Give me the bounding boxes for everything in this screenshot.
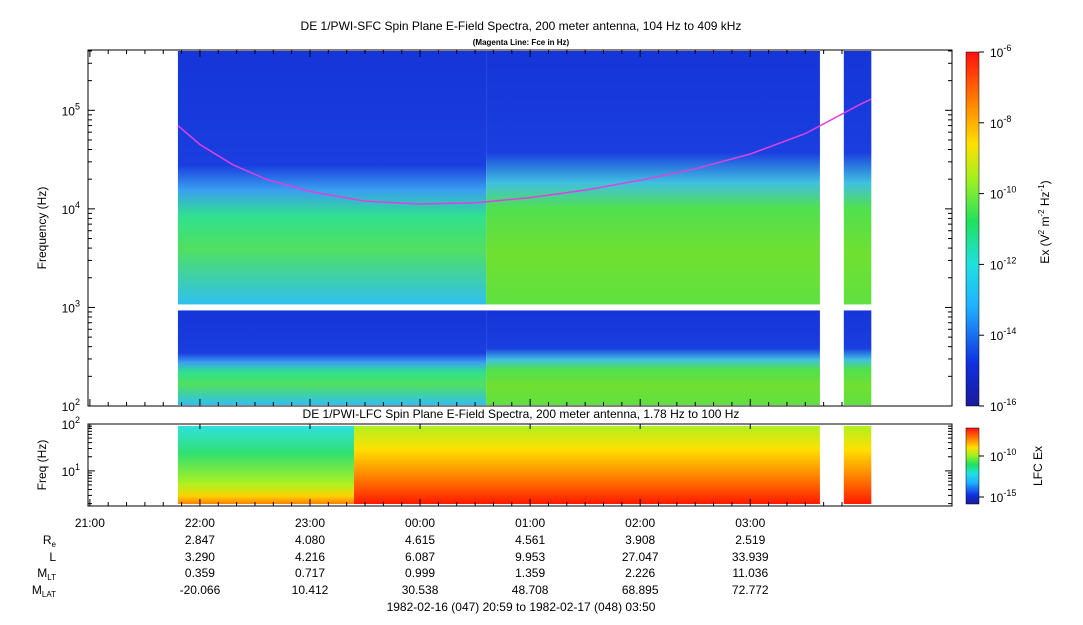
sfc-spectrum-block	[843, 51, 872, 305]
lfc-spectrum-block	[177, 426, 355, 504]
sfc-spectrum-block	[177, 51, 487, 305]
lfc-y-axis: 101 102	[62, 415, 952, 505]
ephemeris-value: 33.939	[732, 550, 769, 564]
lfc-spectrogram-image	[177, 426, 872, 504]
sfc-y-tick-label: 105	[62, 101, 80, 118]
fce-line	[177, 98, 872, 205]
ephemeris-value: 1.359	[515, 566, 545, 580]
lfc-spectrogram-panel: 101 102 Freq (Hz)	[35, 415, 953, 507]
ephemeris-row-label: Re	[43, 533, 57, 549]
time-tick-label: 21:00	[75, 516, 105, 530]
ephemeris-value: 48.708	[512, 583, 549, 597]
ephemeris-value: 3.908	[625, 533, 655, 547]
time-tick-label: 01:00	[515, 516, 545, 530]
ephemeris-value: 4.615	[405, 533, 435, 547]
ephemeris-value: 0.999	[405, 566, 435, 580]
lfc-colorbar-label: LFC Ex	[1031, 446, 1045, 486]
time-range-label: 1982-02-16 (047) 20:59 to 1982-02-17 (04…	[387, 600, 656, 614]
sfc-y-tick-label: 103	[62, 298, 80, 315]
lfc-y-tick-label: 101	[62, 462, 80, 479]
ephemeris-value: 4.561	[515, 533, 545, 547]
sfc-y-tick-label: 102	[62, 397, 80, 414]
ephemeris-row-label: MLAT	[32, 583, 56, 599]
ephemeris-value: 11.036	[732, 566, 768, 580]
lfc-y-tick-label: 102	[62, 415, 80, 432]
time-axis: 21:00 22:00 23:00 00:00 01:00 02:00 03:00	[75, 50, 843, 530]
lfc-colorbar: 10-10 10-15 LFC Ex	[965, 427, 1045, 505]
sfc-spectrum-block	[177, 310, 487, 405]
ephemeris-value: 10.412	[292, 583, 329, 597]
lfc-y-axis-label: Freq (Hz)	[35, 440, 49, 491]
ephemeris-value: 4.216	[295, 550, 325, 564]
lfc-spectrum-block	[843, 426, 872, 504]
sfc-colorbar-tick-label: 10-16	[990, 397, 1016, 414]
ephemeris-value: -20.066	[180, 583, 221, 597]
ephemeris-value: 3.290	[185, 550, 215, 564]
sfc-colorbar-scale	[965, 51, 980, 407]
ephemeris-value: 0.359	[185, 566, 215, 580]
ephemeris-value: 27.047	[622, 550, 659, 564]
sfc-colorbar-label: Ex (V2 m-2 Hz-1)	[1037, 180, 1052, 263]
sfc-colorbar-ticks: 10-6 10-8 10-10 10-12 10-14 10-16	[979, 43, 1016, 414]
sfc-colorbar-tick-label: 10-14	[990, 326, 1016, 343]
sfc-y-axis-label: Frequency (Hz)	[35, 187, 49, 270]
lfc-title: DE 1/PWI-LFC Spin Plane E-Field Spectra,…	[303, 407, 740, 421]
sfc-colorbar-tick-label: 10-8	[990, 114, 1011, 131]
ephemeris-value: 2.226	[625, 566, 655, 580]
time-tick-label: 00:00	[405, 516, 435, 530]
lfc-colorbar-ticks: 10-10 10-15	[979, 447, 1016, 505]
sfc-colorbar-tick-label: 10-6	[990, 43, 1011, 60]
sfc-y-tick-label: 104	[62, 200, 80, 217]
time-tick-label: 03:00	[735, 516, 765, 530]
ephemeris-value: 2.847	[185, 533, 215, 547]
time-tick-label: 23:00	[295, 516, 325, 530]
sfc-spectrum-block	[486, 310, 820, 405]
time-tick-label: 22:00	[185, 516, 215, 530]
ephemeris-value: 0.717	[295, 566, 325, 580]
time-tick-label: 02:00	[625, 516, 655, 530]
ephemeris-value: 30.538	[402, 583, 439, 597]
ephemeris-value: 72.772	[732, 583, 769, 597]
ephemeris-table: Re 2.847 4.080 4.615 4.561 3.908 2.519 L 3.290 4.…	[32, 533, 769, 599]
lfc-colorbar-tick-label: 10-15	[990, 488, 1016, 505]
ephemeris-row-label: L	[49, 550, 56, 564]
sfc-spectrogram-image	[177, 51, 872, 405]
sfc-y-axis: 102 103 104 105	[62, 50, 952, 414]
sfc-spectrum-block	[843, 310, 872, 405]
ephemeris-value: 6.087	[405, 550, 435, 564]
lfc-spectrum-block	[354, 426, 820, 504]
ephemeris-row-label: MLT	[37, 566, 56, 582]
sfc-colorbar-tick-label: 10-12	[990, 255, 1016, 272]
sfc-title: DE 1/PWI-SFC Spin Plane E-Field Spectra,…	[301, 19, 742, 33]
ephemeris-value: 68.895	[622, 583, 659, 597]
ephemeris-value: 4.080	[295, 533, 325, 547]
sfc-spectrogram-panel: 102 103 104 105 Frequency (Hz)	[35, 49, 953, 414]
ephemeris-value: 9.953	[515, 550, 545, 564]
sfc-colorbar-tick-label: 10-10	[990, 185, 1016, 202]
sfc-colorbar: 10-6 10-8 10-10 10-12 10-14 10-16 Ex (V2 m-2 …	[965, 43, 1052, 414]
lfc-colorbar-tick-label: 10-10	[990, 447, 1016, 464]
sfc-subtitle: (Magenta Line: Fce in Hz)	[473, 38, 570, 47]
lfc-colorbar-scale	[965, 427, 980, 505]
ephemeris-value: 2.519	[735, 533, 765, 547]
